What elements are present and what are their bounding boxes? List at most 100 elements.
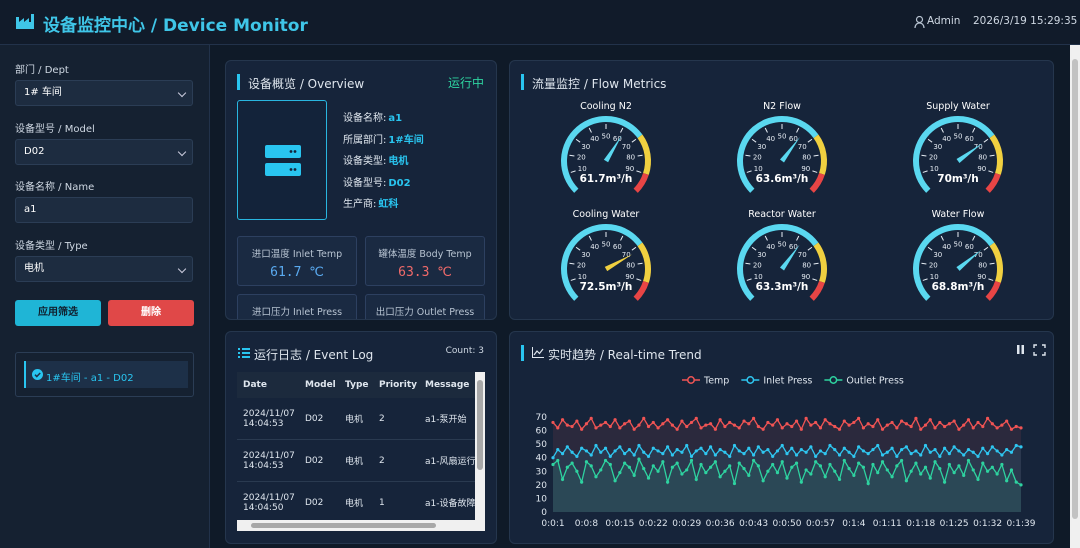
column-header[interactable]: Priority <box>373 372 419 398</box>
point <box>694 477 698 482</box>
device-label: 1#车间 - a1 - D02 <box>46 373 134 384</box>
list-icon <box>238 348 250 358</box>
device-list: 1#车间 - a1 - D02 <box>15 352 194 397</box>
column-header[interactable]: Message <box>419 372 475 398</box>
column-header[interactable]: Date <box>237 372 299 398</box>
select[interactable]: 1# 车间 <box>15 80 193 106</box>
column-header[interactable]: Model <box>299 372 339 398</box>
gauge-band <box>913 224 995 301</box>
gauge-tick <box>922 278 928 281</box>
select[interactable]: 电机 <box>15 255 193 282</box>
point <box>656 449 660 453</box>
gauge-needle <box>956 250 982 271</box>
point <box>589 416 593 420</box>
table-viewport: Date Model Type Priority Message 2024/11/07 1… <box>237 372 475 520</box>
point <box>637 443 641 448</box>
gauge-name: N2 Flow <box>763 101 801 112</box>
metric-box: 进口温度 Inlet Temp 61.7 ℃ <box>237 236 357 286</box>
point <box>1005 447 1009 452</box>
point <box>646 454 651 458</box>
gauge-tick-label: 70 <box>974 251 983 259</box>
gauge-band <box>637 134 651 175</box>
device-item[interactable]: 1#车间 - a1 - D02 <box>24 361 188 388</box>
point <box>689 458 694 463</box>
metric-value: 61.7 ℃ <box>270 265 324 280</box>
point <box>608 462 612 467</box>
point <box>747 446 751 450</box>
point <box>646 424 651 429</box>
point <box>971 450 975 454</box>
y-tick-label: 10 <box>536 494 548 504</box>
event-log-panel: 运行日志 / Event Log Count: 3 Date Model Type P… <box>225 331 497 544</box>
x-tick-label: 0:0:43 <box>739 519 768 529</box>
gauge-tick-label: 80 <box>802 262 811 270</box>
point <box>799 447 803 452</box>
point <box>995 449 999 453</box>
log-cell: 电机 <box>339 398 373 440</box>
point <box>680 450 684 454</box>
point <box>1009 427 1014 431</box>
point <box>1000 423 1004 427</box>
x-tick-label: 0:0:29 <box>672 519 701 529</box>
delete-button[interactable]: 删除 <box>108 300 194 326</box>
point <box>847 466 851 471</box>
y-tick-label: 50 <box>536 440 548 450</box>
point <box>809 423 813 427</box>
gauge-name: Reactor Water <box>748 209 816 220</box>
point <box>785 422 789 426</box>
log-row[interactable]: 2024/11/07 14:04:53 D02 电机 2 a1-风扇运行 <box>237 439 475 482</box>
point <box>981 424 985 429</box>
user-name[interactable]: Admin <box>927 15 961 27</box>
point <box>666 480 670 484</box>
text-input[interactable]: a1 <box>15 197 193 223</box>
log-row[interactable]: 2024/11/07 14:04:50 D02 电机 1 a1-设备故障 <box>237 481 475 520</box>
gauge-tick-label: 60 <box>965 243 974 251</box>
log-cell: a1-泵开始 <box>419 398 475 440</box>
log-row[interactable]: 2024/11/07 14:04:53 D02 电机 2 a1-泵开始 <box>237 398 475 440</box>
point <box>804 416 808 420</box>
point <box>823 452 827 456</box>
point <box>771 423 775 427</box>
trend-chart: 0 10 20 30 40 50 60 70 0:0:1 0:0:8 0:0:15 0:0:22 0:0… <box>536 376 1036 530</box>
point <box>1000 462 1004 467</box>
point <box>842 446 846 450</box>
gauge-band <box>913 116 995 193</box>
point <box>594 475 598 479</box>
point <box>890 420 894 425</box>
point <box>551 462 555 467</box>
select[interactable]: D02 <box>15 138 193 165</box>
gauge-tick-label: 60 <box>789 243 798 251</box>
point <box>818 426 823 430</box>
field-label: 设备型号: <box>343 177 387 189</box>
gauge-tick-label: 50 <box>778 133 787 141</box>
point <box>751 453 756 457</box>
point <box>857 416 861 420</box>
gauge-tick <box>796 127 800 133</box>
point <box>580 480 584 484</box>
point <box>704 452 708 456</box>
column-header[interactable]: Type <box>339 372 373 398</box>
header-row: Date Model Type Priority Message <box>237 372 475 398</box>
chart-icon <box>532 347 544 358</box>
gauge-tick-label: 30 <box>581 143 590 151</box>
point <box>618 426 622 430</box>
h-scrollbar[interactable] <box>237 520 485 531</box>
field: 设备名称: a1 <box>343 109 402 124</box>
v-scrollbar[interactable] <box>475 372 485 520</box>
gauge-band <box>989 242 1003 283</box>
gauge-tick <box>921 262 927 265</box>
point <box>603 446 608 450</box>
chart-controls[interactable] <box>1016 344 1046 356</box>
point <box>1014 443 1018 448</box>
point <box>775 471 780 475</box>
gauge-tick-label: 10 <box>930 273 939 281</box>
point <box>680 472 684 476</box>
apply-button[interactable]: 应用筛选 <box>15 300 101 326</box>
panel-title: 设备概览 / Overview <box>248 77 365 91</box>
point <box>1014 480 1018 484</box>
point <box>871 424 875 429</box>
page-scrollbar[interactable] <box>1070 45 1080 548</box>
point <box>823 475 827 479</box>
point <box>842 419 846 423</box>
